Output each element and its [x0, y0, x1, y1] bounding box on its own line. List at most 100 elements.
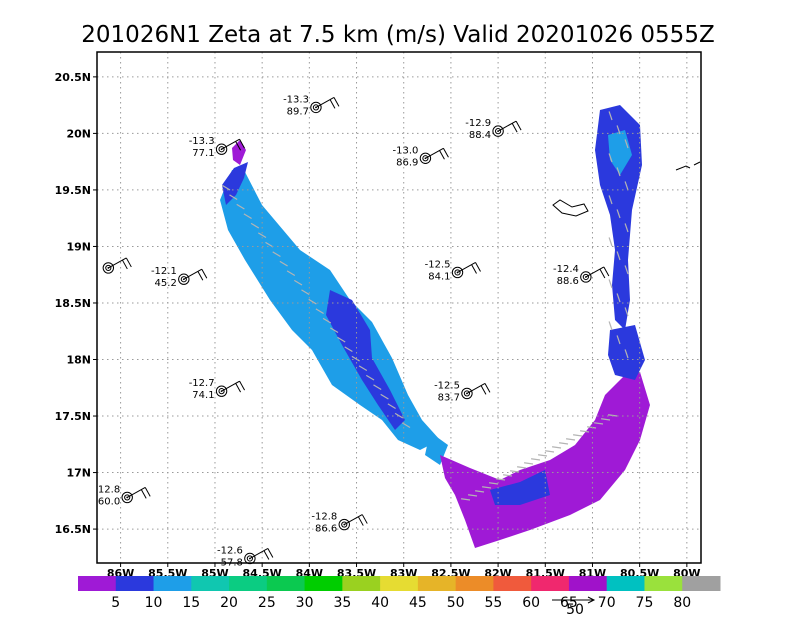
wind-arrow-54 [608, 195, 613, 205]
wind-arrow-50 [624, 139, 629, 149]
wind-arrow-37 [538, 454, 548, 457]
zeta-field [220, 105, 650, 548]
wind-arrow-16 [337, 336, 346, 343]
colorbar-label-9: 50 [447, 595, 465, 611]
wind-barb-flag [235, 140, 242, 151]
colorbar-swatch-12 [531, 576, 570, 591]
wind-barb-flag [484, 383, 491, 393]
colorbar-swatch-9 [417, 576, 457, 591]
colorbar-label-1: 10 [145, 595, 163, 611]
station-inner [463, 390, 471, 397]
wind-barb-flag [197, 270, 204, 281]
station-top-value: -13.3 [189, 136, 215, 147]
wind-barb-staff [344, 514, 363, 525]
wind-arrow-26 [461, 498, 471, 501]
colorbar-label-10: 55 [484, 595, 502, 611]
station-top-value: -12.4 [553, 264, 579, 275]
vector-reference-head [587, 596, 596, 604]
wind-barb-flag [599, 268, 606, 279]
colorbar-swatch-8 [380, 576, 419, 591]
station-1: -13.377.1 [189, 136, 246, 159]
station-9: -12.583.7 [434, 380, 491, 403]
wind-barb-staff [108, 257, 127, 269]
wind-arrow-45 [594, 422, 604, 425]
colorbar-swatch-15 [644, 576, 683, 591]
wind-arrow-41 [566, 438, 576, 441]
station-top-value: -12.6 [217, 545, 243, 556]
wind-arrow-59 [624, 265, 629, 275]
station-bottom-value: 89.7 [287, 106, 309, 117]
wind-arrow-56 [624, 223, 629, 233]
zeta-region-1 [222, 162, 248, 205]
wind-barb-flag [239, 138, 246, 149]
colorbar-swatch-4 [229, 576, 268, 591]
colorbar-label-12: 65 [560, 595, 578, 611]
wind-arrow-12 [308, 298, 317, 305]
wind-barb-flag [140, 489, 147, 499]
wind-arrow-17 [344, 346, 353, 353]
station-inner [105, 264, 112, 272]
wind-barb-staff [249, 548, 269, 559]
station-10: 12.860.0 [98, 484, 151, 507]
y-tick-labels: 20.5N 20N 19.5N 19N 18.5N 18N 17.5N 17N 16.5N [55, 71, 97, 536]
wind-barb-flag [603, 266, 610, 277]
wind-barb-flag [201, 268, 208, 279]
y-tick-label-3: 19N [66, 240, 91, 253]
wind-arrow-58 [616, 251, 621, 261]
wind-arrow-34 [517, 466, 527, 469]
wind-arrow-2 [236, 203, 245, 210]
wind-arrow-1 [229, 194, 238, 201]
wind-arrow-15 [329, 327, 339, 334]
station-7: -12.488.6 [553, 264, 610, 287]
station-top-value: -13.0 [393, 145, 419, 156]
coastline [552, 161, 701, 217]
station-inner [218, 146, 225, 153]
colorbar-swatch-0 [78, 576, 117, 591]
y-tick-label-7: 17N [66, 467, 91, 480]
wind-arrow-9 [286, 270, 296, 277]
wind-barb-flag [144, 487, 151, 497]
wind-barb-flag [333, 97, 340, 107]
grid-lines [97, 52, 701, 563]
wind-arrow-38 [545, 450, 555, 453]
wind-barb-flag [267, 548, 274, 558]
wind-barb-flag [515, 120, 522, 131]
wind-barb-flag [361, 514, 368, 524]
station-top-value: -12.8 [311, 512, 337, 523]
wind-vectors [221, 111, 629, 501]
wind-arrow-65 [624, 349, 629, 359]
wind-arrow-39 [552, 446, 562, 449]
station-12: -12.657.8 [217, 545, 274, 568]
wind-arrow-25 [401, 422, 411, 429]
wind-arrow-4 [250, 222, 260, 229]
wind-barb-flag [125, 257, 132, 268]
station-bottom-value: 88.4 [469, 130, 491, 141]
station-inner [422, 155, 429, 162]
wind-arrow-18 [351, 355, 360, 362]
colorbar-swatch-7 [342, 576, 381, 591]
wind-barb-staff [221, 138, 240, 150]
wind-arrow-62 [624, 307, 629, 317]
colorbar-swatch-2 [153, 576, 192, 591]
colorbar-label-15: 80 [673, 595, 691, 611]
wind-arrow-63 [608, 321, 613, 331]
wind-arrow-47 [608, 414, 618, 417]
colorbar-label-14: 75 [636, 595, 654, 611]
wind-arrow-8 [279, 260, 288, 267]
colorbar-swatch-14 [606, 576, 645, 591]
colorbar: 5 10 15 20 25 30 35 40 45 50 55 60 65 70 75 80 [78, 576, 721, 611]
wind-barb-flag [329, 99, 336, 109]
wind-arrow-6 [265, 241, 274, 248]
station-inner [218, 388, 225, 395]
wind-arrow-48 [608, 111, 613, 121]
station-bottom-value: 83.7 [438, 392, 460, 403]
wind-barb-staff [497, 120, 517, 132]
colorbar-swatch-1 [115, 576, 155, 591]
plot-frame [96, 51, 702, 564]
station-bottom-value: 45.2 [155, 278, 177, 289]
colorbar-label-4: 25 [258, 595, 276, 611]
y-tick-label-6: 17.5N [55, 410, 91, 423]
station-top-value: -12.5 [434, 380, 460, 391]
wind-barb-flag [239, 380, 246, 391]
